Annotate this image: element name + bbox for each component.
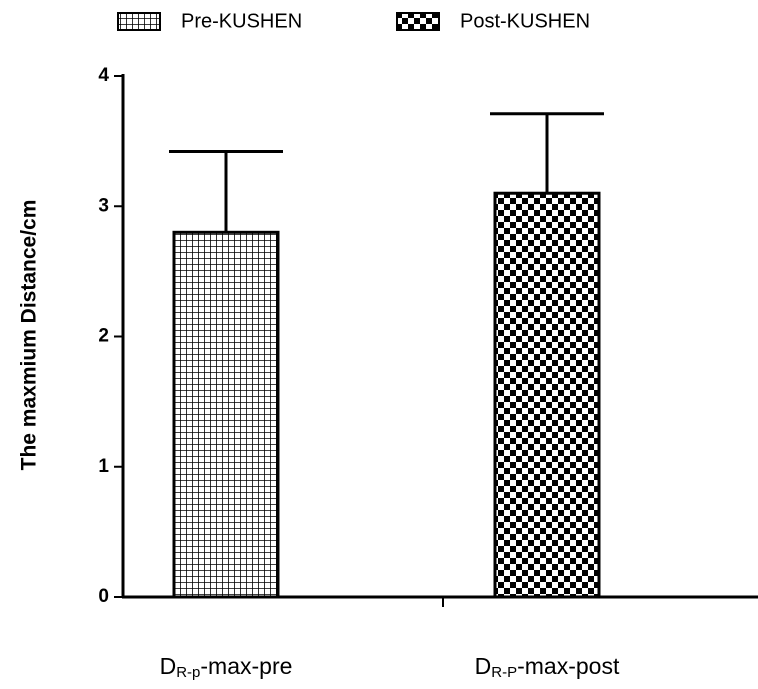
- bar: [172, 230, 280, 599]
- x-tick-label: DR-p-max-pre: [160, 653, 293, 681]
- x-tick-label-part: -max-post: [517, 653, 620, 679]
- y-tick-label: 1: [98, 456, 109, 477]
- x-tick-label: DR-P-max-post: [475, 653, 620, 681]
- x-tick-label-part: R-P: [491, 664, 517, 681]
- legend-swatch: [117, 12, 161, 31]
- legend-label: Post-KUSHEN: [460, 10, 590, 32]
- legend-label: Pre-KUSHEN: [181, 10, 302, 32]
- y-tick-label: 4: [98, 65, 109, 86]
- y-tick-label: 0: [98, 586, 109, 607]
- y-tick-label: 2: [98, 326, 109, 347]
- x-tick-label-part: -max-pre: [200, 653, 292, 679]
- x-tick-label-part: D: [475, 653, 492, 679]
- bar: [493, 191, 601, 599]
- legend-swatch: [396, 12, 440, 31]
- y-axis-label: The maxmium Distance/cm: [18, 200, 41, 471]
- x-tick-label-part: R-p: [176, 664, 200, 681]
- x-tick-label-part: D: [160, 653, 177, 679]
- y-tick-label: 3: [98, 195, 109, 216]
